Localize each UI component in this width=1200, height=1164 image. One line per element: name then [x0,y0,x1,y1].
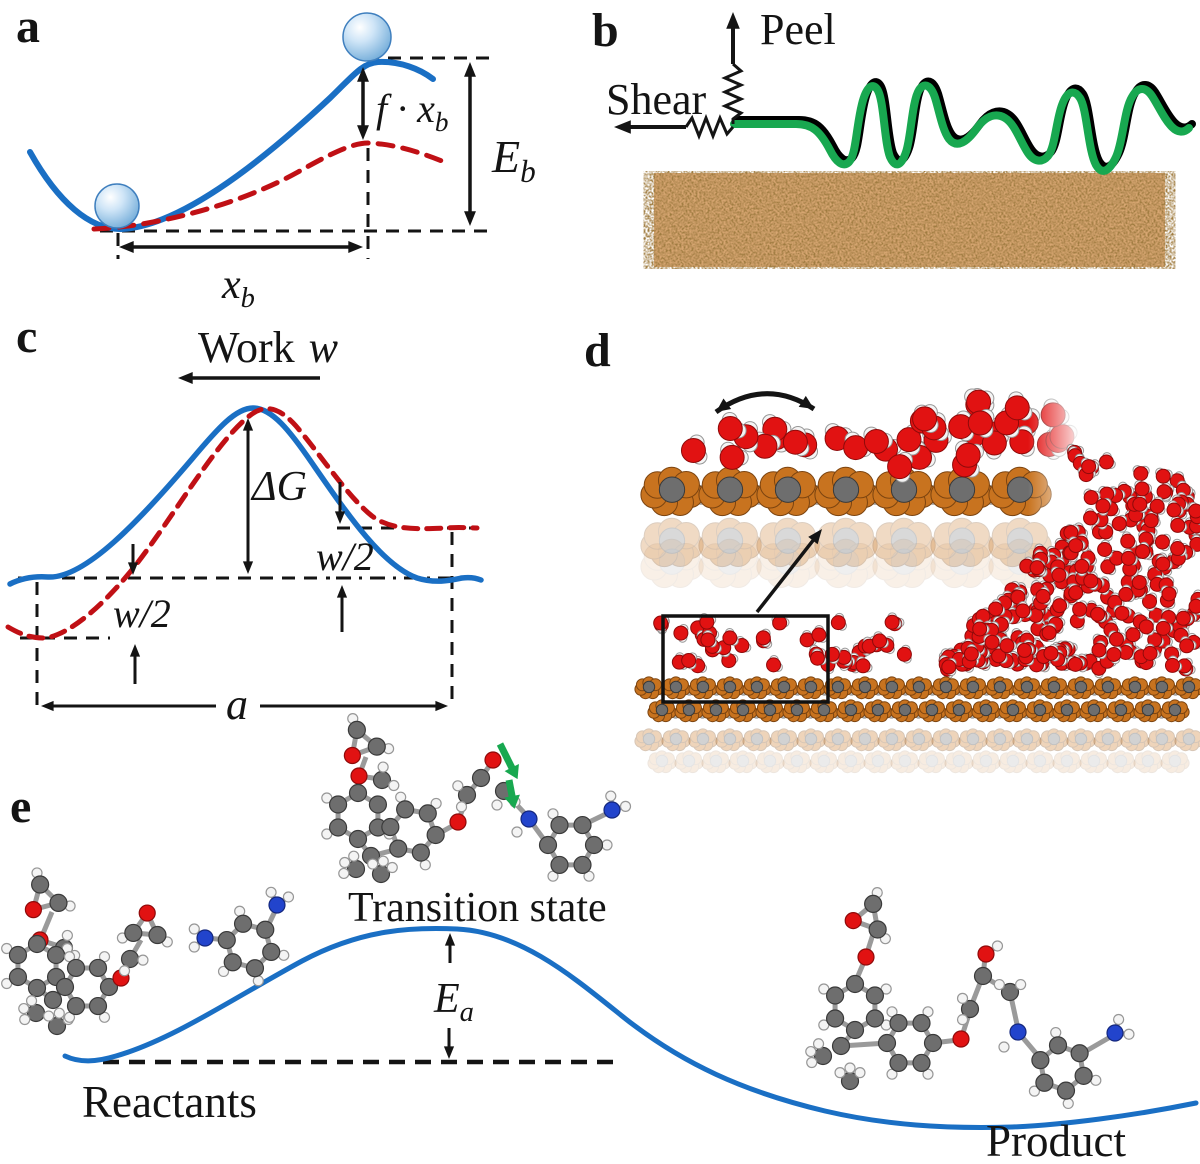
reactant-amine [188,886,295,987]
delta-g-label: ΔG [250,464,307,510]
zoom-region-box [661,614,830,704]
substrate [654,173,1165,267]
peel-label: Peel [760,5,836,54]
panel-e-art [1,713,1199,1130]
panel-d-art [634,372,1200,774]
w2-right-label: w/2 [316,534,374,579]
substrate-row [634,676,1200,700]
shear-label: Shear [606,75,707,124]
panel-b-art [614,12,1196,267]
work-label: Work w [198,323,339,372]
reactant-epoxy [1,867,173,1036]
panel-e-label: e [10,780,31,833]
panel-e: e Transition state Ea Reactants Product [1,713,1199,1164]
water-field [680,411,759,470]
a-dim-label: a [226,680,248,729]
w2-left-label: w/2 [113,591,171,636]
water-field [1066,443,1184,518]
libration-arrow [714,391,816,415]
panel-a-art [27,12,492,259]
water-field [653,612,912,675]
eb-label: Eb [491,131,536,189]
substrate-row [634,728,1200,752]
a-label-backing [216,684,260,724]
energy-ball [342,12,392,62]
f-xb-label: f · xb [376,86,448,137]
xb-label: xb [221,262,255,314]
substrate-row [640,517,1052,568]
panel-b: b Peel Shear [592,4,1196,267]
spring [721,62,745,124]
transition-state-label: Transition state [348,885,607,931]
transition-state [321,713,632,884]
product-label: Product [986,1116,1126,1164]
panel-a: a f · xb Eb xb [16,0,536,314]
substrate-row [640,466,1052,517]
energy-ball [94,183,140,229]
water-field [938,471,1200,680]
panel-c: c Work w ΔG w/2 w/2 a [5,310,484,729]
panel-a-label: a [16,0,40,53]
panel-d-label: d [584,324,611,377]
panel-d: d [584,324,1200,774]
reactants-label: Reactants [82,1077,257,1127]
panel-c-art [5,372,484,712]
panel-c-label: c [16,310,37,363]
spring [684,113,735,141]
polymer-chain [730,77,1196,175]
substrate-row [640,538,1052,589]
ea-label: Ea [433,976,474,1028]
substrate-row [647,750,1190,774]
product [805,887,1135,1110]
panel-b-label: b [592,4,619,57]
